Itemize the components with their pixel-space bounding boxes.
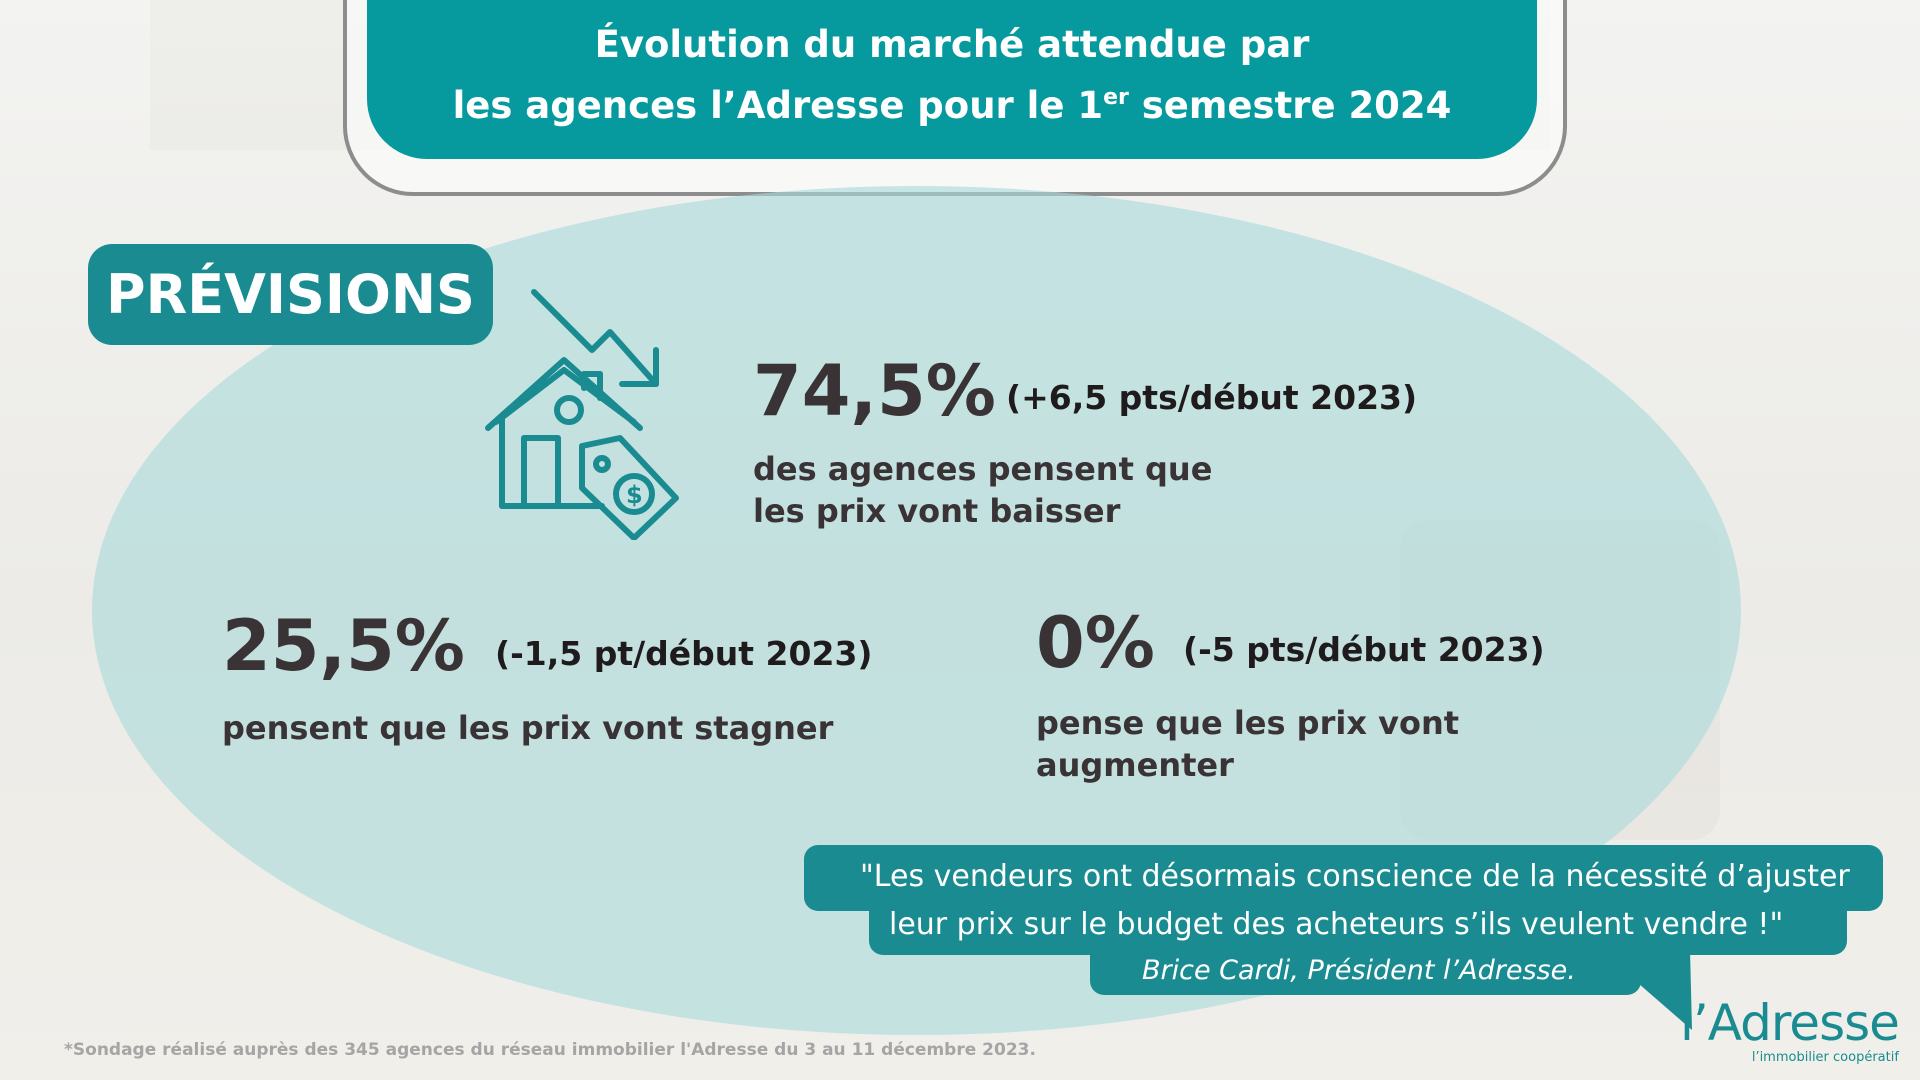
stat-desc-stable: pensent que les prix vont stagner (222, 709, 834, 747)
stat-desc-increase: pense que les prix vont augmenter (1036, 702, 1459, 786)
title-text: semestre 2024 (1128, 84, 1452, 127)
stat-value-increase: 0% (1036, 602, 1155, 684)
desc-line: pense que les prix vont (1036, 704, 1460, 742)
logo-name: l’Adresse (1680, 994, 1900, 1052)
logo: l’Adresse l’immobilier coopératif (1680, 994, 1900, 1065)
desc-line: augmenter (1036, 746, 1234, 784)
desc-line: les prix vont baisser (753, 492, 1121, 530)
desc-line: des agences pensent que (753, 450, 1213, 488)
footnote: *Sondage réalisé auprès des 345 agences … (64, 1040, 1036, 1060)
title-line-2: les agences l’Adresse pour le 1er semest… (367, 75, 1537, 136)
quote-line-1: "Les vendeurs ont désormais conscience d… (804, 845, 1883, 911)
stat-delta-decrease: (+6,5 pts/début 2023) (1006, 378, 1418, 417)
quote-author: Brice Cardi, Président l’Adresse. (1090, 949, 1641, 995)
stat-delta-increase: (-5 pts/début 2023) (1183, 630, 1545, 669)
stat-delta-stable: (-1,5 pt/début 2023) (495, 634, 873, 673)
quote-line-2: leur prix sur le budget des acheteurs s’… (869, 905, 1847, 955)
title-banner: Évolution du marché attendue par les age… (367, 0, 1537, 159)
section-label: PRÉVISIONS (88, 244, 493, 345)
title-line-1: Évolution du marché attendue par (594, 23, 1310, 66)
svg-text:$: $ (626, 481, 643, 509)
stat-value-decrease: 74,5% (753, 350, 996, 432)
logo-tagline: l’immobilier coopératif (1751, 1050, 1899, 1065)
title-superscript: er (1103, 85, 1129, 110)
title-text: les agences l’Adresse pour le 1 (452, 84, 1104, 127)
stat-value-stable: 25,5% (222, 605, 465, 687)
house-price-down-icon: $ (485, 289, 679, 540)
stat-desc-decrease: des agences pensent que les prix vont bai… (753, 448, 1212, 532)
